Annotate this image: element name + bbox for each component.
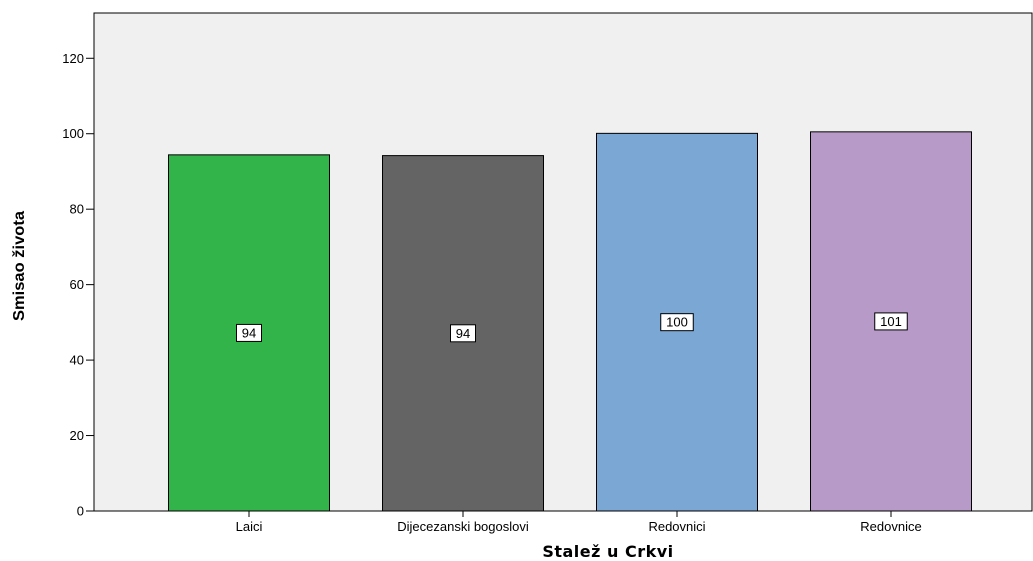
data-label: 100 bbox=[660, 313, 694, 332]
data-labels-group: 94 94 100 101 bbox=[236, 312, 908, 343]
y-tick-label: 40 bbox=[70, 353, 84, 368]
x-tick-label: Laici bbox=[236, 519, 263, 534]
data-label: 101 bbox=[874, 312, 908, 331]
x-tick-label: Dijecezanski bogoslovi bbox=[397, 519, 529, 534]
x-tick-label: Redovnici bbox=[648, 519, 705, 534]
data-label-text: 100 bbox=[666, 315, 688, 330]
data-label: 94 bbox=[236, 323, 262, 342]
x-axis: Laici Dijecezanski bogoslovi Redovnici Redo… bbox=[236, 511, 922, 534]
data-label-box bbox=[236, 323, 262, 342]
data-label-box bbox=[874, 312, 908, 331]
x-tick-label: Redovnice bbox=[860, 519, 921, 534]
y-tick-label: 80 bbox=[70, 202, 84, 217]
data-label-box bbox=[450, 324, 476, 343]
x-axis-title: Stalež u Crkvi bbox=[542, 542, 673, 561]
data-label: 94 bbox=[450, 324, 476, 343]
y-tick-label: 20 bbox=[70, 428, 84, 443]
y-axis: 0 20 40 60 80 100 120 bbox=[62, 51, 94, 519]
data-label-box bbox=[660, 313, 694, 332]
data-label-text: 94 bbox=[456, 326, 470, 341]
y-tick-label: 100 bbox=[62, 126, 84, 141]
y-tick-label: 60 bbox=[70, 277, 84, 292]
data-label-text: 94 bbox=[242, 325, 256, 340]
data-label-text: 101 bbox=[880, 314, 902, 329]
y-axis-title: Smisao života bbox=[11, 211, 28, 321]
y-tick-label: 120 bbox=[62, 51, 84, 66]
y-tick-label: 0 bbox=[77, 504, 84, 519]
